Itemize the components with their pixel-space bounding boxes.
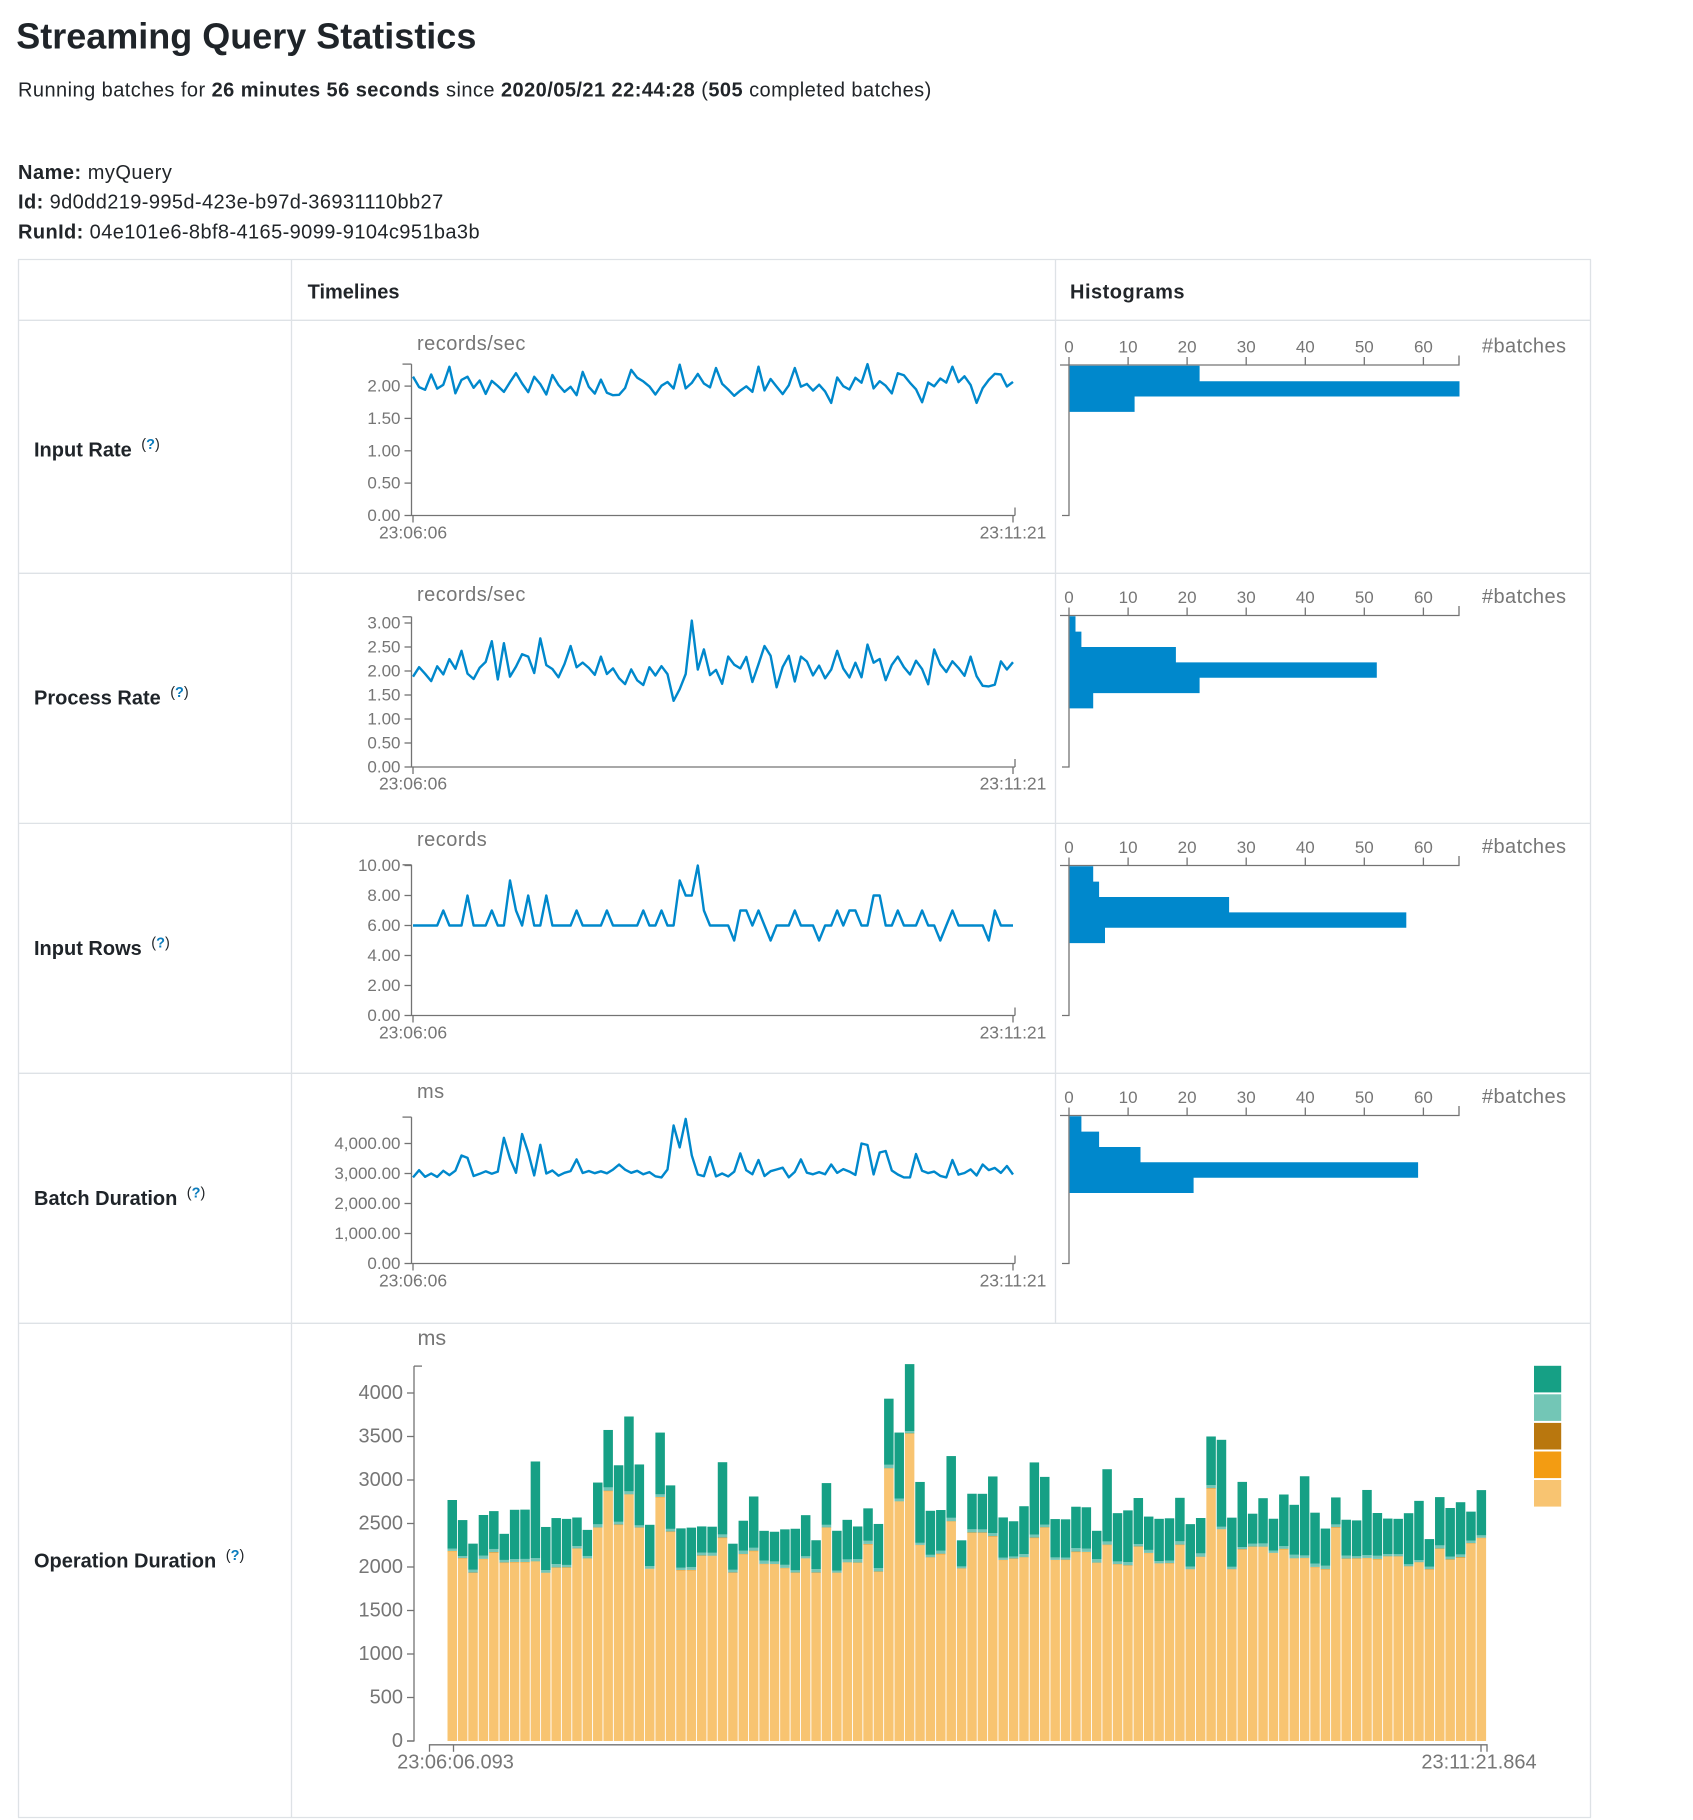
svg-text:3500: 3500 (359, 1426, 404, 1448)
svg-text:2000: 2000 (359, 1556, 404, 1578)
svg-text:1.00: 1.00 (367, 441, 400, 460)
svg-text:60: 60 (1414, 838, 1433, 857)
svg-text:3.00: 3.00 (367, 614, 400, 633)
svg-text:1000: 1000 (359, 1643, 404, 1665)
svg-text:0: 0 (1064, 338, 1073, 357)
svg-text:2.00: 2.00 (367, 662, 400, 681)
svg-text:20: 20 (1178, 838, 1197, 857)
svg-text:40: 40 (1296, 588, 1315, 607)
svg-text:23:11:21: 23:11:21 (980, 1271, 1047, 1291)
svg-text:ms: ms (418, 1326, 447, 1350)
svg-text:1,000.00: 1,000.00 (334, 1224, 400, 1243)
svg-text:500: 500 (370, 1687, 403, 1709)
svg-text:10: 10 (1119, 338, 1138, 357)
svg-text:0: 0 (1064, 588, 1073, 607)
svg-text:1.50: 1.50 (367, 686, 400, 705)
svg-text:0: 0 (1064, 838, 1073, 857)
svg-text:60: 60 (1414, 338, 1433, 357)
svg-text:40: 40 (1296, 838, 1315, 857)
svg-text:0.00: 0.00 (367, 1254, 400, 1273)
svg-text:23:06:06: 23:06:06 (379, 774, 447, 794)
svg-text:(?): (?) (170, 685, 189, 701)
svg-text:60: 60 (1414, 1088, 1433, 1107)
svg-text:40: 40 (1296, 338, 1315, 357)
svg-text:30: 30 (1237, 588, 1256, 607)
svg-text:#batches: #batches (1482, 1086, 1566, 1108)
svg-text:3,000.00: 3,000.00 (334, 1164, 400, 1183)
svg-text:Id: 9d0dd219-995d-423e-b97d-36: Id: 9d0dd219-995d-423e-b97d-36931110bb27 (18, 191, 444, 213)
svg-text:2500: 2500 (359, 1513, 404, 1535)
svg-text:records/sec: records/sec (417, 333, 526, 355)
svg-text:#batches: #batches (1482, 836, 1566, 858)
svg-text:20: 20 (1178, 338, 1197, 357)
svg-text:(?): (?) (151, 935, 170, 951)
svg-text:Process Rate: Process Rate (34, 688, 161, 710)
svg-text:(?): (?) (141, 437, 160, 453)
svg-text:23:06:06.093: 23:06:06.093 (397, 1752, 514, 1774)
svg-text:records/sec: records/sec (417, 584, 526, 606)
svg-text:20: 20 (1178, 1088, 1197, 1107)
svg-text:Running batches for 26 minutes: Running batches for 26 minutes 56 second… (18, 79, 932, 101)
svg-text:30: 30 (1237, 838, 1256, 857)
svg-text:4,000.00: 4,000.00 (334, 1134, 400, 1153)
svg-text:3000: 3000 (359, 1469, 404, 1491)
svg-text:50: 50 (1355, 838, 1374, 857)
svg-text:10: 10 (1119, 838, 1138, 857)
svg-text:23:11:21: 23:11:21 (980, 523, 1047, 543)
svg-text:ms: ms (417, 1081, 445, 1103)
svg-text:30: 30 (1237, 338, 1256, 357)
svg-text:50: 50 (1355, 588, 1374, 607)
svg-text:0.00: 0.00 (367, 1006, 400, 1025)
svg-text:2,000.00: 2,000.00 (334, 1194, 400, 1213)
svg-text:Streaming Query Statistics: Streaming Query Statistics (16, 15, 476, 56)
svg-text:30: 30 (1237, 1088, 1256, 1107)
svg-text:60: 60 (1414, 588, 1433, 607)
svg-text:0: 0 (1064, 1088, 1073, 1107)
svg-text:0.00: 0.00 (367, 506, 400, 525)
svg-text:Name: myQuery: Name: myQuery (18, 162, 172, 184)
svg-text:4000: 4000 (359, 1382, 404, 1404)
svg-text:23:11:21: 23:11:21 (980, 774, 1047, 794)
svg-text:0.50: 0.50 (367, 734, 400, 753)
svg-text:Batch Duration: Batch Duration (34, 1188, 177, 1210)
svg-text:Histograms: Histograms (1070, 281, 1185, 303)
svg-text:1.00: 1.00 (367, 710, 400, 729)
svg-text:Input Rows: Input Rows (34, 938, 142, 960)
svg-text:#batches: #batches (1482, 586, 1566, 608)
svg-text:23:06:06: 23:06:06 (379, 523, 447, 543)
svg-text:0.50: 0.50 (367, 474, 400, 493)
svg-text:records: records (417, 829, 487, 851)
svg-text:#batches: #batches (1482, 336, 1566, 358)
svg-text:0.00: 0.00 (367, 758, 400, 777)
svg-text:23:11:21: 23:11:21 (980, 1023, 1047, 1043)
svg-text:2.50: 2.50 (367, 638, 400, 657)
svg-text:RunId: 04e101e6-8bf8-4165-9099: RunId: 04e101e6-8bf8-4165-9099-9104c951b… (18, 222, 480, 244)
svg-text:(?): (?) (187, 1185, 206, 1201)
svg-text:8.00: 8.00 (367, 886, 400, 905)
svg-text:23:11:21.864: 23:11:21.864 (1421, 1752, 1536, 1774)
svg-text:50: 50 (1355, 1088, 1374, 1107)
svg-text:4.00: 4.00 (367, 946, 400, 965)
svg-text:40: 40 (1296, 1088, 1315, 1107)
svg-text:23:06:06: 23:06:06 (379, 1271, 447, 1291)
svg-text:20: 20 (1178, 588, 1197, 607)
svg-text:1.50: 1.50 (367, 409, 400, 428)
svg-text:(?): (?) (226, 1548, 245, 1564)
svg-text:6.00: 6.00 (367, 916, 400, 935)
svg-text:Operation Duration: Operation Duration (34, 1551, 216, 1573)
svg-text:10: 10 (1119, 1088, 1138, 1107)
svg-text:Timelines: Timelines (308, 281, 400, 303)
svg-text:10.00: 10.00 (358, 856, 401, 875)
svg-text:1500: 1500 (359, 1600, 404, 1622)
svg-text:0: 0 (392, 1730, 403, 1752)
svg-text:Input Rate: Input Rate (34, 440, 132, 462)
svg-text:10: 10 (1119, 588, 1138, 607)
svg-text:50: 50 (1355, 338, 1374, 357)
svg-text:23:06:06: 23:06:06 (379, 1023, 447, 1043)
svg-text:2.00: 2.00 (367, 377, 400, 396)
svg-text:2.00: 2.00 (367, 976, 400, 995)
